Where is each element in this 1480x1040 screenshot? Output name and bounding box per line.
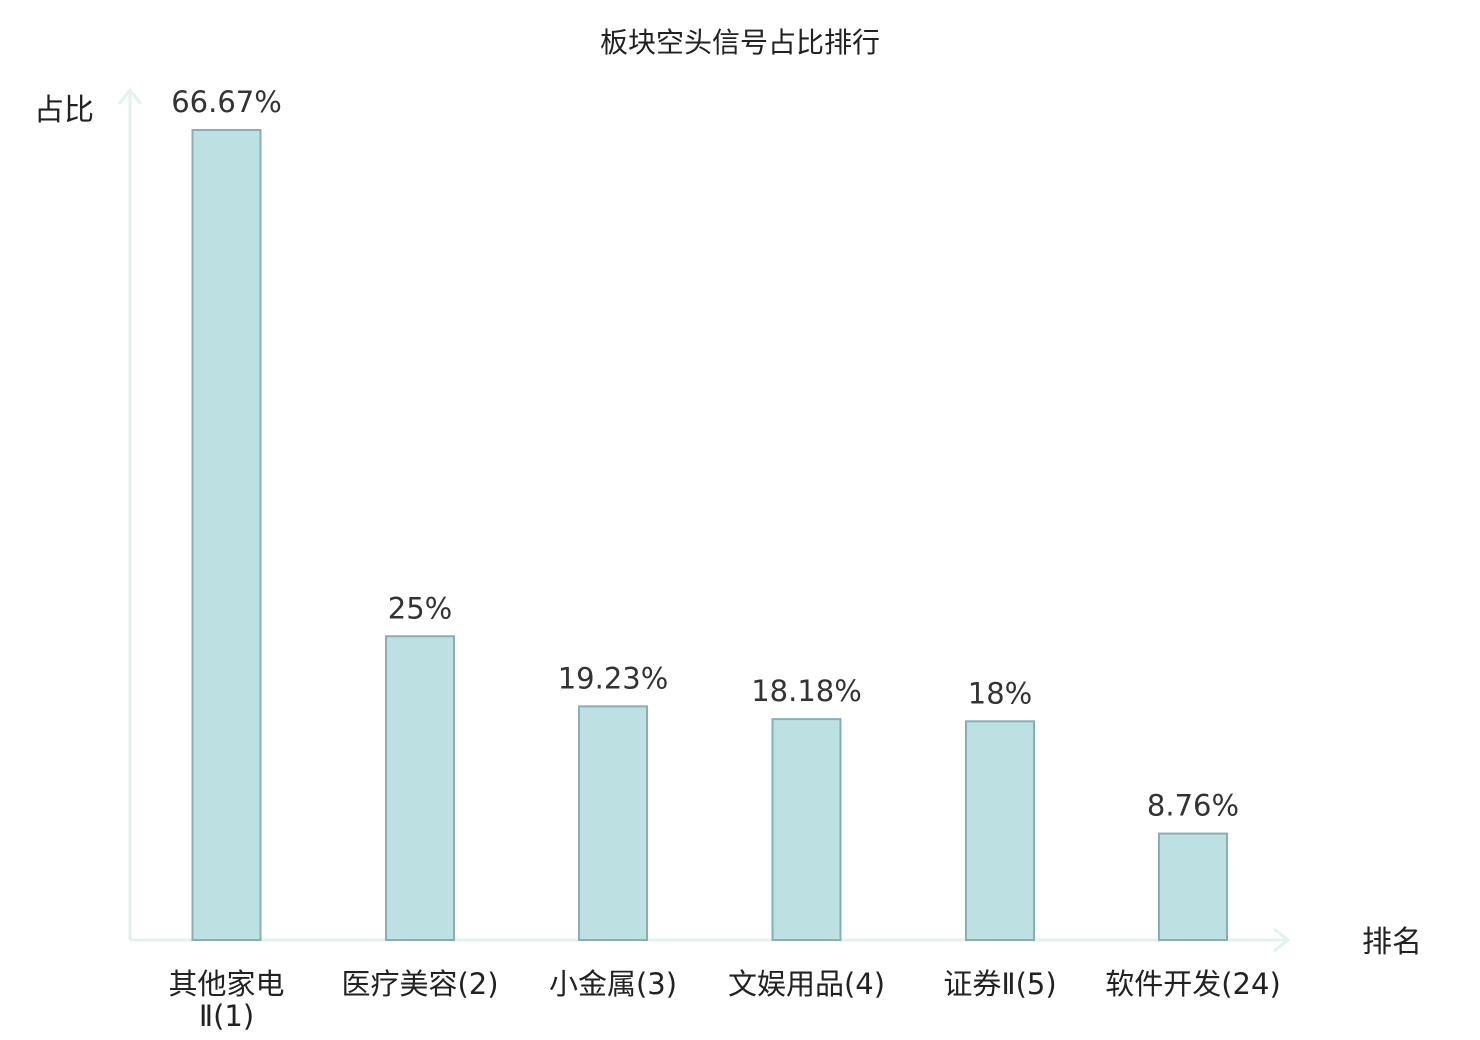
- bar: [1158, 832, 1228, 942]
- chart-title: 板块空头信号占比排行: [600, 26, 880, 59]
- bar-value-label: 66.67%: [171, 85, 282, 119]
- bar-value-label: 8.76%: [1147, 789, 1239, 823]
- x-tick-label: 其他家电 Ⅱ(1): [168, 967, 284, 1033]
- x-tick-label: 医疗美容(2): [341, 967, 498, 1001]
- bar: [965, 720, 1035, 941]
- bar-value-label: 19.23%: [558, 661, 669, 695]
- bar: [191, 129, 262, 941]
- x-tick-label: 小金属(3): [549, 967, 677, 1001]
- x-tick-label: 证券Ⅱ(5): [943, 967, 1056, 1001]
- y-axis-arrow: [117, 87, 143, 105]
- x-tick-label: 软件开发(24): [1105, 967, 1281, 1001]
- bar-value-label: 25%: [388, 591, 452, 625]
- y-axis-label: 占比: [34, 93, 94, 128]
- bar: [578, 705, 648, 941]
- x-axis-arrow: [1273, 927, 1291, 953]
- bar: [771, 718, 842, 941]
- x-tick-label: 文娱用品(4): [728, 967, 885, 1001]
- bar-value-label: 18%: [968, 676, 1032, 710]
- bar-value-label: 18.18%: [751, 674, 862, 708]
- bar: [385, 635, 455, 941]
- x-axis-label: 排名: [1362, 925, 1422, 960]
